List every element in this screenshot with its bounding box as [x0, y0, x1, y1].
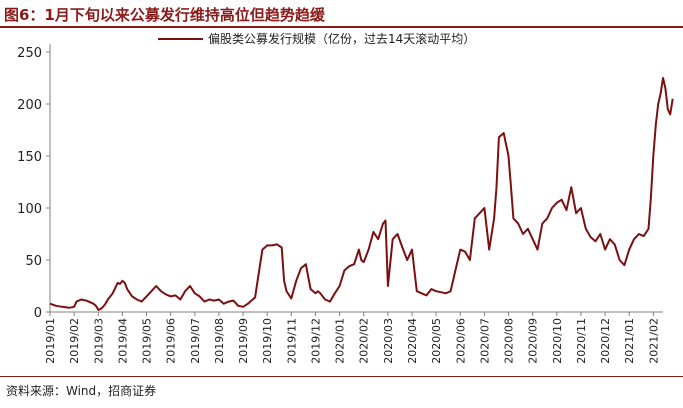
figure-title-bar: 图6：1月下旬以来公募发行维持高位但趋势趋缓	[0, 0, 683, 28]
y-tick-label: 150	[17, 150, 42, 165]
x-tick-label: 2020/05	[430, 318, 443, 364]
x-tick-label: 2019/04	[116, 318, 129, 364]
x-tick-label: 2019/01	[44, 318, 57, 364]
x-tick-label: 2020/10	[551, 318, 564, 364]
x-tick-label: 2020/08	[503, 318, 516, 364]
y-tick-label: 0	[34, 306, 42, 321]
x-tick-label: 2019/02	[68, 318, 81, 364]
y-tick-label: 200	[17, 98, 42, 113]
plot-area	[49, 77, 674, 311]
x-tick-label: 2020/06	[454, 318, 467, 364]
x-tick-label: 2020/03	[382, 318, 395, 364]
x-tick-label: 2020/02	[358, 318, 371, 364]
x-tick-label: 2020/12	[599, 318, 612, 364]
source-divider	[0, 376, 683, 377]
x-tick-label: 2019/07	[189, 318, 202, 364]
series-line	[49, 77, 674, 311]
x-tick-label: 2019/11	[285, 318, 298, 364]
figure-title: 图6：1月下旬以来公募发行维持高位但趋势趋缓	[4, 6, 325, 24]
x-tick-label: 2020/04	[406, 318, 419, 364]
title-divider	[0, 26, 683, 28]
x-tick-label: 2019/09	[237, 318, 250, 364]
x-tick-label: 2020/01	[334, 318, 347, 364]
source-note: 资料来源：Wind，招商证券	[6, 384, 157, 398]
legend-label: 偏股类公募发行规模（亿份，过去14天滚动平均）	[208, 31, 475, 46]
x-tick-label: 2019/03	[92, 318, 105, 364]
x-tick-label: 2019/05	[141, 318, 154, 364]
legend: 偏股类公募发行规模（亿份，过去14天滚动平均）	[158, 31, 475, 46]
x-tick-label: 2020/11	[575, 318, 588, 364]
x-tick-label: 2020/07	[478, 318, 491, 364]
x-tick-label: 2019/08	[213, 318, 226, 364]
x-tick-label: 2021/02	[647, 318, 660, 364]
y-tick-label: 50	[25, 254, 42, 269]
x-tick-label: 2019/10	[261, 318, 274, 364]
x-tick-label: 2019/06	[165, 318, 178, 364]
y-tick-label: 100	[17, 202, 42, 217]
y-tick-label: 250	[17, 46, 42, 61]
x-axis: 2019/01 2019/02 2019/03 2019/04 2019/05 2019/…	[44, 311, 663, 364]
x-tick-label: 2020/09	[527, 318, 540, 364]
x-tick-label: 2019/12	[309, 318, 322, 364]
x-tick-label: 2021/01	[623, 318, 636, 364]
y-axis: 0 50 100 150 200 250	[17, 44, 51, 321]
